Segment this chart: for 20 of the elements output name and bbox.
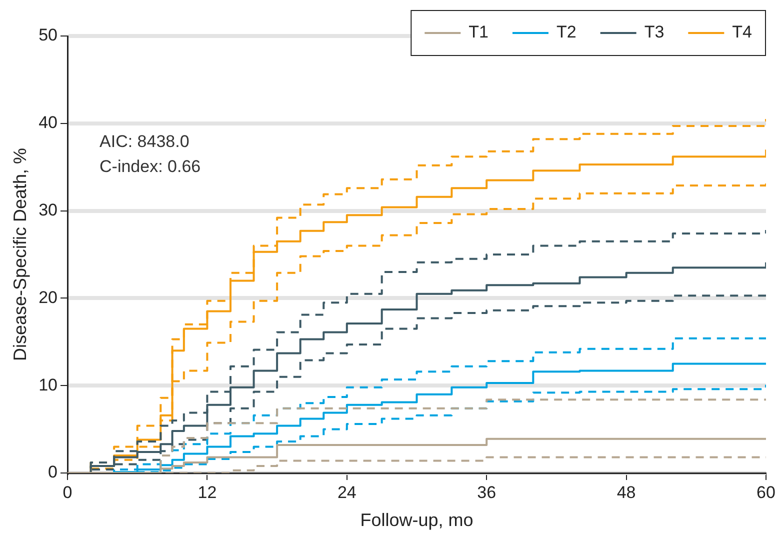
x-tick-label: 0: [62, 482, 72, 502]
y-tick-label: 50: [38, 26, 58, 45]
y-tick-label: 0: [48, 462, 58, 482]
x-tick-label: 48: [616, 482, 636, 502]
x-tick-label: 12: [198, 482, 217, 502]
x-tick-label: 24: [337, 482, 356, 502]
y-axis-title: Disease-Specific Death, %: [10, 148, 30, 362]
legend-label: T1: [468, 22, 488, 42]
legend-label: T4: [732, 22, 752, 42]
x-tick-label: 36: [477, 482, 496, 502]
y-tick-label: 40: [38, 113, 58, 132]
x-axis-title: Follow-up, mo: [360, 510, 474, 530]
x-tick-label: 60: [756, 482, 776, 502]
annotation: C-index: 0.66: [100, 157, 201, 176]
y-tick-label: 10: [38, 375, 58, 394]
y-tick-label: 20: [38, 288, 58, 307]
legend-label: T3: [644, 22, 664, 42]
y-tick-label: 30: [38, 200, 58, 220]
annotation: AIC: 8438.0: [100, 132, 190, 152]
legend-label: T2: [556, 22, 576, 42]
